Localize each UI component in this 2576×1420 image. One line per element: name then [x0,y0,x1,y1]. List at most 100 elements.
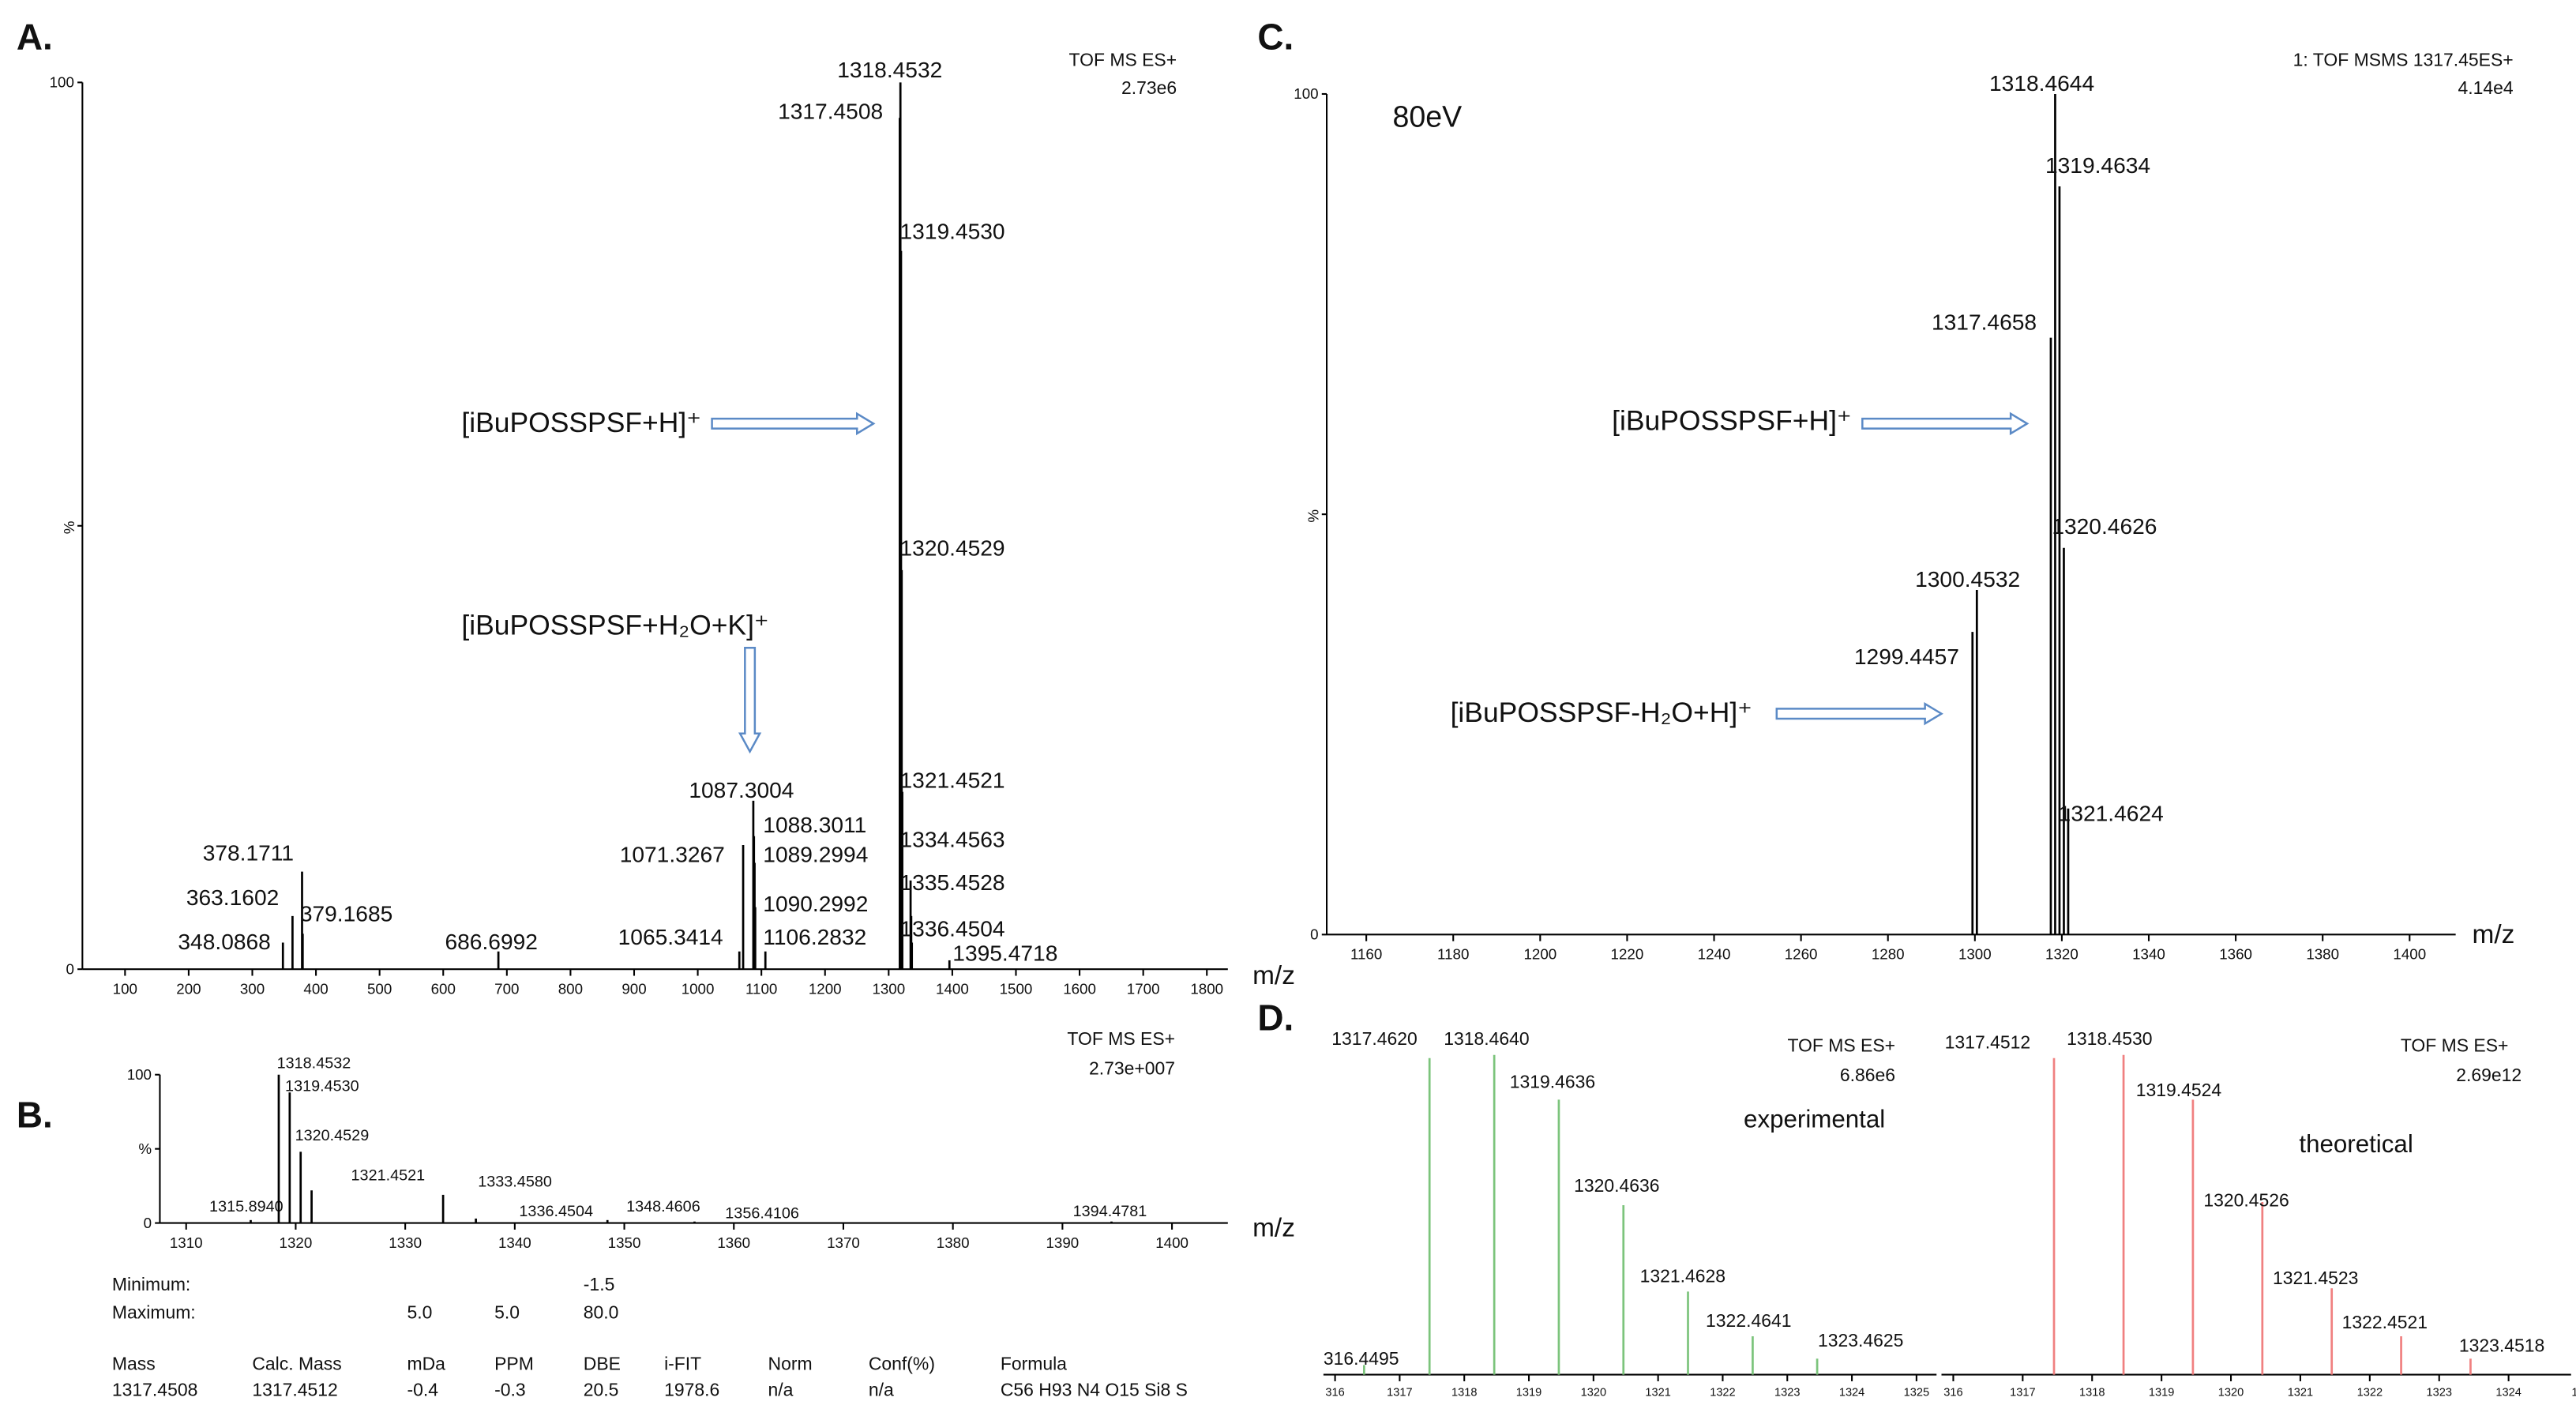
annotation: 2.69e12 [2456,1065,2522,1085]
x-tick-label: 1240 [1698,946,1731,963]
x-axis-label: m/z [1252,961,1295,990]
peak-label: 1299.4457 [1854,644,1959,669]
x-tick-label: 1500 [1000,980,1033,997]
peak-label: 1317.4620 [1331,1028,1417,1049]
table-header: DBE [584,1353,621,1373]
panel-label: C. [1257,17,1294,58]
peak-label: 1320.4529 [900,535,1005,560]
table-header: i-FIT [664,1353,701,1373]
x-tick-label: 1324 [1839,1387,1864,1399]
peak-label: 1320.4529 [295,1127,370,1144]
table-cell: 5.0 [407,1302,432,1323]
x-tick-label: 1323 [1774,1387,1800,1399]
peak-label: 686.6992 [445,929,537,954]
x-tick-label: 1160 [1350,946,1382,963]
peak-label: 1318.4532 [277,1054,351,1072]
x-axis-label: m/z [1252,1213,1295,1242]
x-tick-label: 1330 [389,1234,422,1251]
annotation: theoretical [2299,1130,2413,1158]
table-cell: 1978.6 [664,1380,719,1400]
peak-label: 1321.4521 [351,1166,426,1184]
peak-label: 348.0868 [178,929,270,954]
table-cell: 5.0 [494,1302,520,1323]
peak-label: 1336.4504 [900,915,1005,941]
panel-label: D. [1257,997,1294,1038]
annotation: [iBuPOSSPSF-H₂O+H]⁺ [1451,697,1752,728]
table-header: Norm [768,1353,813,1373]
annotation: 1: TOF MSMS 1317.45ES+ [2293,50,2514,70]
x-tick-label: 1200 [809,980,842,997]
table-cell: 20.5 [584,1380,619,1400]
annotation: 2.73e+007 [1089,1058,1175,1079]
peak-label: 1065.3414 [618,924,723,949]
x-tick-label: 1360 [2219,946,2252,963]
peak-label: 1317.4508 [778,98,883,123]
peak-label: 1300.4532 [1915,566,2020,592]
x-tick-label: 1320 [1581,1387,1606,1399]
arrows [711,411,2030,754]
x-tick-label: 1220 [1611,946,1644,963]
y-tick-label: % [61,520,77,534]
table-cell: C56 H93 N4 O15 Si8 S [1001,1380,1188,1400]
x-tick-label: 1300 [872,980,905,997]
x-tick-label: 1320 [2045,946,2078,963]
table-header: Formula [1001,1353,1067,1373]
x-tick-label: 1360 [717,1234,750,1251]
table-cell: Maximum: [112,1302,196,1323]
x-tick-label: 1180 [1437,946,1469,963]
x-tick-label: 100 [113,980,137,997]
annotation: TOF MS ES+ [2401,1035,2509,1056]
x-tick-label: 1319 [1516,1387,1541,1399]
table-header: Conf(%) [869,1353,935,1373]
x-tick-label: 900 [621,980,646,997]
peak-label: 1318.4530 [2067,1028,2152,1049]
x-tick-label: 200 [176,980,201,997]
peak-label: 1317.4512 [1945,1031,2030,1052]
x-tick-label: 1380 [937,1234,970,1251]
x-tick-label: 1100 [745,980,777,997]
annotation: [iBuPOSSPSF+H]⁺ [461,407,701,438]
x-tick-label: 13 [2571,1387,2576,1399]
peak-label: 1323.4625 [1818,1330,1903,1351]
x-tick-label: 1200 [1523,946,1556,963]
peak-label: 1321.4521 [900,768,1005,793]
x-tick-label: 1340 [498,1234,531,1251]
x-tick-label: 1324 [2495,1387,2521,1399]
peak-label: 1334.4563 [900,827,1005,852]
x-axis-label: m/z [2473,920,2515,949]
x-tick-label: 1400 [2393,946,2426,963]
x-tick-label: 300 [240,980,265,997]
x-tick-label: 1317 [2010,1387,2035,1399]
x-tick-label: 1320 [280,1234,313,1251]
x-tick-label: 1321 [2288,1387,2313,1399]
annotation: 2.73e6 [1121,77,1177,98]
peak-label: 1315.8940 [209,1198,284,1215]
peak-label: 1089.2994 [763,842,868,867]
table-cell: -0.4 [407,1380,438,1400]
x-tick-label: 1310 [170,1234,203,1251]
x-tick-label: 316 [1943,1387,1962,1399]
peak-label: 1087.3004 [689,777,794,802]
peak-label: 1335.4528 [900,870,1005,895]
peak-label: 1333.4580 [478,1174,552,1191]
y-tick-label: 0 [1310,926,1318,943]
peak-label: 1321.4624 [2059,800,2164,825]
x-tick-label: 400 [303,980,328,997]
annotation: TOF MS ES+ [1069,50,1177,70]
table-header: mDa [407,1353,445,1373]
peak-label: 1319.4530 [900,219,1005,244]
peak-label: 1319.4634 [2045,152,2150,178]
x-tick-label: 1300 [1958,946,1992,963]
table-cell: n/a [869,1380,894,1400]
x-tick-label: 1325 [1904,1387,1929,1399]
x-tick-label: 1318 [1451,1387,1477,1399]
x-tick-label: 1322 [2357,1387,2383,1399]
x-tick-label: 800 [558,980,583,997]
peak-label: 1320.4526 [2203,1190,2289,1211]
peak-label: 1321.4523 [2273,1268,2358,1288]
x-tick-label: 1318 [2079,1387,2105,1399]
peak-label: 1356.4106 [725,1204,799,1222]
annotation: TOF MS ES+ [1067,1028,1175,1049]
peak-label: 1323.4518 [2459,1335,2544,1355]
